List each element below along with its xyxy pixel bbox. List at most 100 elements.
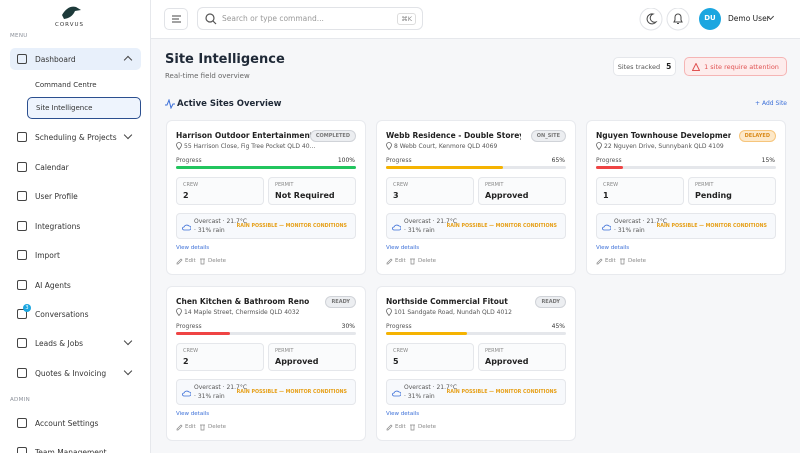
view-details[interactable]: View details (386, 411, 420, 417)
progress-label: Progress (176, 157, 202, 164)
permit-label: PERMIT (275, 182, 294, 188)
weather-box: Overcast · 21.7°C · 31% rain RAIN POSSIB… (176, 213, 356, 239)
nav-icon (17, 338, 27, 348)
nav-label: Dashboard (35, 54, 76, 64)
crew-label: CREW (183, 182, 199, 188)
nav-item[interactable]: Team Management (10, 441, 141, 453)
status-badge: READY (325, 296, 356, 308)
nav-item[interactable]: Dashboard (10, 48, 141, 70)
edit-button[interactable]: Edit (185, 424, 196, 430)
alert[interactable]: 1 site require attention (684, 57, 787, 76)
site-card: Webb Residence - Double Storey Extension… (376, 120, 576, 275)
progress-fill (176, 332, 230, 335)
weather-box: Overcast · 21.7°C · 31% rain RAIN POSSIB… (386, 379, 566, 405)
nav-chevron (123, 130, 133, 140)
admin-label: ADMIN (10, 397, 30, 403)
permit-box: PERMIT Not Required (268, 177, 356, 205)
nav-chevron (123, 366, 133, 376)
status-badge: COMPLETED (309, 130, 356, 142)
nav-item[interactable]: Leads & Jobs (10, 332, 141, 354)
weather-text: Overcast · 21.7°C · 31% rain (404, 218, 458, 234)
crew-value: 2 (183, 357, 189, 366)
crew-box: CREW 5 (386, 343, 474, 371)
delete-button[interactable]: Delete (208, 258, 227, 264)
nav-item[interactable]: AI Agents (10, 274, 141, 296)
nav-label: User Profile (35, 191, 78, 201)
nav-icon (17, 162, 27, 172)
delete-button[interactable]: Delete (208, 424, 227, 430)
nav-label: Import (35, 250, 60, 260)
progress-track (596, 166, 776, 169)
nav-item[interactable]: Integrations (10, 215, 141, 237)
nav-label: Conversations (35, 309, 89, 319)
view-details[interactable]: View details (176, 245, 210, 251)
menu-icon (172, 15, 181, 23)
logo-icon (62, 6, 81, 19)
crew-box: CREW 1 (596, 177, 684, 205)
delete-button[interactable]: Delete (628, 258, 647, 264)
search-box[interactable]: Search or type command... ⌘K (197, 7, 423, 30)
permit-box: PERMIT Approved (268, 343, 356, 371)
crew-label: CREW (183, 348, 199, 354)
weather-warning: RAIN POSSIBLE — MONITOR CONDITIONS (236, 390, 347, 395)
avatar[interactable]: DU (704, 14, 716, 22)
crew-box: CREW 2 (176, 177, 264, 205)
nav-label: AI Agents (35, 280, 71, 290)
site-card: Nguyen Townhouse Development - Stage 1 D… (586, 120, 786, 275)
view-details[interactable]: View details (596, 245, 630, 251)
nav-item[interactable]: Calendar (10, 156, 141, 178)
weather-box: Overcast · 21.7°C · 31% rain RAIN POSSIB… (596, 213, 776, 239)
weather-icon (602, 224, 611, 231)
shortcut: ⌘K (397, 12, 416, 25)
nav-icon (17, 368, 27, 378)
menu-button[interactable] (164, 8, 188, 30)
site-name: Harrison Outdoor Entertainment Area (176, 131, 311, 140)
nav-item[interactable]: Site Intelligence (27, 97, 141, 119)
weather-box: Overcast · 21.7°C · 31% rain RAIN POSSIB… (386, 213, 566, 239)
permit-label: PERMIT (695, 182, 714, 188)
delete-button[interactable]: Delete (418, 258, 437, 264)
edit-button[interactable]: Edit (395, 258, 406, 264)
edit-button[interactable]: Edit (395, 424, 406, 430)
view-details[interactable]: View details (386, 245, 420, 251)
weather-warning: RAIN POSSIBLE — MONITOR CONDITIONS (446, 224, 557, 229)
progress-track (386, 332, 566, 335)
sites-tracked-count: 5 (666, 62, 672, 71)
nav-label: Team Management (35, 447, 107, 453)
sidebar: CORVUS MENU ADMIN Dashboard Command Centr… (0, 0, 151, 453)
nav-label: Calendar (35, 162, 69, 172)
crew-value: 1 (603, 191, 609, 200)
progress-label: Progress (386, 323, 412, 330)
crew-value: 3 (393, 191, 399, 200)
add-site[interactable]: + Add Site (755, 100, 787, 107)
nav-item[interactable]: Account Settings (10, 412, 141, 434)
progress-track (386, 166, 566, 169)
weather-icon (182, 390, 191, 397)
site-address: 14 Maple Street, Chermside QLD 4032 (184, 309, 300, 316)
nav-item[interactable]: Import (10, 244, 141, 266)
nav-item[interactable]: Quotes & Invoicing (10, 362, 141, 384)
sites-tracked: Sites tracked 5 (613, 57, 676, 76)
edit-button[interactable]: Edit (605, 258, 616, 264)
nav-icon (17, 309, 27, 319)
user-name[interactable]: Demo User (728, 14, 770, 23)
action-icons (596, 258, 625, 265)
progress-value: 15% (761, 157, 775, 164)
edit-button[interactable]: Edit (185, 258, 196, 264)
permit-value: Approved (275, 357, 319, 366)
nav-icon (17, 280, 27, 290)
nav-item[interactable]: Scheduling & Projects (10, 126, 141, 148)
view-details[interactable]: View details (176, 411, 210, 417)
nav-item[interactable]: User Profile (10, 185, 141, 207)
logo-text: CORVUS (55, 22, 84, 28)
nav-badge: 3 (23, 304, 31, 312)
nav-chevron (123, 336, 133, 346)
site-card: Northside Commercial Fitout READY 101 Sa… (376, 286, 576, 441)
nav-item[interactable]: Command Centre (27, 74, 141, 96)
permit-label: PERMIT (275, 348, 294, 354)
sites-tracked-label: Sites tracked (617, 62, 661, 71)
site-name: Nguyen Townhouse Development - Stage 1 (596, 131, 731, 140)
nav-item[interactable]: Conversations 3 (10, 303, 141, 325)
delete-button[interactable]: Delete (418, 424, 437, 430)
page-title: Site Intelligence (165, 52, 285, 67)
